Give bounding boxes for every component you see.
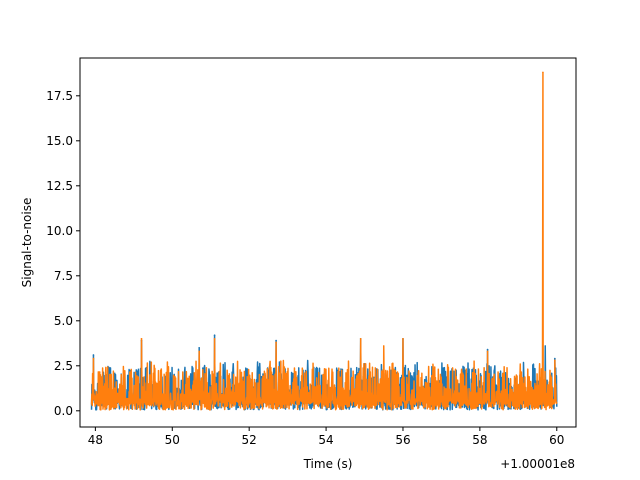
x-tick-label: 48 [88, 433, 103, 447]
series-line [90, 71, 558, 411]
data-point-peak [213, 334, 216, 337]
y-tick-label: 2.5 [54, 359, 73, 373]
y-tick-label: 12.5 [46, 179, 73, 193]
x-tick-label: 60 [549, 433, 564, 447]
data-point-peak [213, 338, 216, 340]
data-point-peak [92, 357, 95, 360]
x-axis-ticks: 48 50 52 54 56 58 60 [88, 427, 564, 447]
data-point-peak [198, 350, 200, 353]
data-point-peak [275, 339, 277, 342]
data-point-peak [198, 347, 200, 349]
data-point-peak [554, 359, 556, 362]
x-tick-label: 52 [242, 433, 257, 447]
x-axis-label: Time (s) [303, 457, 353, 471]
data-point-peak [544, 345, 547, 347]
x-tick-label: 58 [472, 433, 487, 447]
y-tick-label: 0.0 [54, 404, 73, 418]
data-point-peak [486, 350, 489, 353]
y-axis-label: Signal-to-noise [20, 198, 34, 288]
x-tick-label: 54 [318, 433, 333, 447]
y-tick-label: 5.0 [54, 314, 73, 328]
data-point-peak [382, 345, 385, 347]
y-tick-label: 7.5 [54, 269, 73, 283]
data-point-peak [486, 348, 489, 351]
y-tick-label: 10.0 [46, 224, 73, 238]
data-point-peak [359, 338, 362, 340]
data-point-peak [542, 71, 544, 74]
y-tick-label: 17.5 [46, 89, 73, 103]
data-point-peak [275, 341, 277, 344]
y-axis-ticks: 0.0 2.5 5.0 7.5 10.0 12.5 15.0 17.5 [46, 89, 80, 418]
data-point-peak [402, 338, 404, 340]
data-point-peak [140, 338, 143, 340]
x-tick-label: 56 [395, 433, 410, 447]
x-tick-label: 50 [165, 433, 180, 447]
series-layer [90, 71, 558, 411]
data-point-peak [92, 354, 95, 356]
y-tick-label: 15.0 [46, 134, 73, 148]
data-point-peak [554, 357, 556, 360]
x-axis-offset-label: +1.00001e8 [500, 457, 575, 471]
plot-frame [79, 57, 577, 428]
